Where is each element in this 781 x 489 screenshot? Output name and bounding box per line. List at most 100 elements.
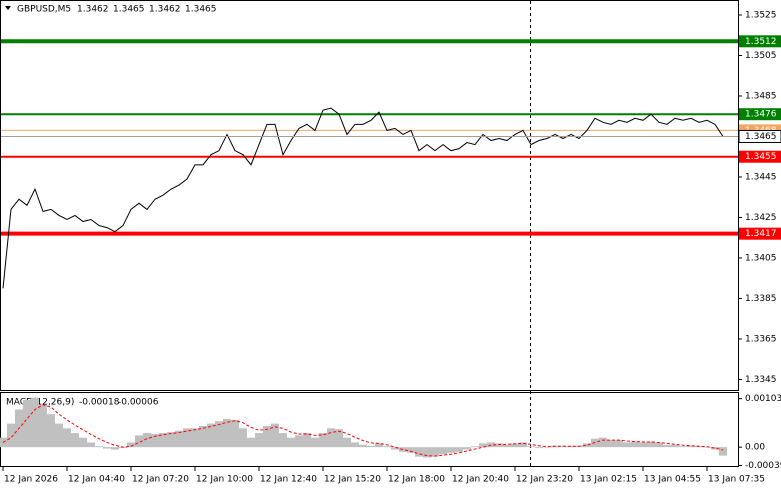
macd-bar [711,447,719,450]
bid-label-bg [738,129,781,143]
ohlc-value: 1.3462 [77,5,109,15]
y-tick-label: 1.3385 [745,294,777,304]
y-tick-label: 1.3365 [745,334,777,344]
x-tick-label: 12 Jan 10:00 [196,475,253,485]
macd-bar [671,444,679,448]
macd-bar [527,446,535,448]
y-tick-label: 1.3505 [745,51,777,61]
y-tick-label: 1.3425 [745,213,777,223]
macd-value: -0.00018 [79,398,120,408]
macd-bar [263,425,271,448]
macd-bar [471,446,479,448]
macd-bar [687,445,695,448]
macd-title: MACD(12,26,9) [6,398,74,408]
y-tick-label: 1.3445 [745,172,777,182]
macd-bar [319,433,327,448]
level-label: 1.3417 [745,229,777,239]
macd-bar [615,440,623,448]
level-label: 1.3512 [745,37,777,47]
macd-bar [79,437,87,448]
symbol-title: GBPUSD,M5 [17,5,71,15]
macd-bar [439,447,447,455]
macd-bar [47,414,55,448]
macd-bar [599,437,607,448]
macd-bar [223,418,231,448]
macd-bar [151,433,159,448]
x-tick-label: 12 Jan 04:40 [68,475,125,485]
x-tick-label: 12 Jan 15:20 [324,475,381,485]
level-label-bg [739,227,781,240]
x-tick-label: 12 Jan 23:20 [516,475,573,485]
macd-bar [287,437,295,448]
macd-bar [335,429,343,448]
y-tick-label: 1.3485 [745,91,777,101]
ohlc-value: 1.3465 [113,5,145,15]
macd-bar [367,445,375,448]
macd-bar [215,421,223,448]
macd-bar [247,437,255,448]
macd-bar [543,447,551,448]
macd-bar [31,397,39,448]
macd-bar [111,447,119,450]
y-tick-label: 0.00 [745,443,765,453]
macd-bar [351,442,359,448]
macd-bar [463,447,471,450]
y-tick-label: 1.3525 [745,10,777,20]
macd-bar [255,433,263,448]
macd-bar [103,447,111,449]
ohlc-values: 1.3462 1.3465 1.3462 1.3465 [77,5,217,15]
macd-bar [455,447,463,452]
x-tick-label: 12 Jan 12:40 [260,475,317,485]
price-pane [0,0,739,391]
x-tick-label: 12 Jan 2026 [4,475,58,485]
macd-bar [663,444,671,448]
y-tick-label: 0.00103 [745,394,781,404]
bid-label: 1.3465 [745,132,777,142]
macd-bar [719,447,727,456]
macd-bar [407,447,415,453]
macd-bar [127,442,135,448]
x-tick-label: 12 Jan 07:20 [132,475,189,485]
macd-bar [199,425,207,448]
level-label-bg [739,108,781,121]
macd-bar [639,442,647,448]
macd-bar [391,447,399,450]
menu-arrow[interactable] [5,6,11,10]
macd-bar [359,444,367,448]
level-label-bg [739,150,781,163]
macd-bar [503,444,511,448]
macd-bar [631,441,639,448]
macd-bar [327,428,335,448]
macd-bar [703,447,711,448]
macd-bar [95,446,103,448]
x-tick-label: 12 Jan 20:40 [452,475,509,485]
macd-bar [679,446,687,448]
macd-bar [447,447,455,453]
macd-bar [279,433,287,448]
macd-bar [207,423,215,448]
macd-bar [191,428,199,448]
macd-bar [567,446,575,448]
macd-bar [159,433,167,448]
level-label-bg [739,35,781,48]
macd-bar [383,446,391,448]
macd-bar [135,435,143,448]
macd-bar [375,443,383,448]
macd-bar [431,447,439,457]
level-label: 1.3476 [745,110,777,120]
level-label: 1.3455 [745,152,777,162]
macd-bar [479,443,487,448]
macd-pane [0,392,739,467]
macd-bar [647,441,655,448]
macd-bar [63,428,71,448]
macd-bar [55,423,63,448]
macd-bar [343,437,351,448]
macd-bar [239,428,247,448]
macd-bar [423,447,431,458]
macd-bar [23,400,31,448]
macd-bar [415,447,423,457]
y-tick-label: -0.00039 [745,461,781,471]
macd-bar [271,423,279,448]
macd-bar [39,404,47,448]
